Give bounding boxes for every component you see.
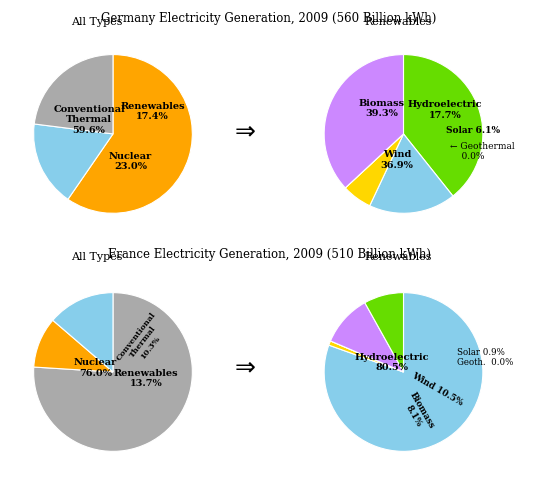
Text: Renewables: Renewables [364, 17, 432, 27]
Text: Solar 6.1%: Solar 6.1% [445, 126, 500, 135]
Text: Conventional
Thermal
59.6%: Conventional Thermal 59.6% [53, 105, 125, 134]
Text: ⇒: ⇒ [234, 120, 256, 143]
Wedge shape [370, 134, 453, 213]
Text: Hydroelectric
80.5%: Hydroelectric 80.5% [355, 353, 429, 372]
Wedge shape [345, 134, 404, 206]
Text: Conventional
Thermal
10.3%: Conventional Thermal 10.3% [115, 310, 172, 373]
Text: All Types: All Types [71, 17, 123, 27]
Text: Germany Electricity Generation, 2009 (560 Billion kWh): Germany Electricity Generation, 2009 (56… [101, 12, 437, 25]
Text: France Electricity Generation, 2009 (510 Billion kWh): France Electricity Generation, 2009 (510… [108, 248, 430, 261]
Wedge shape [68, 55, 193, 213]
Text: Biomass
8.1%: Biomass 8.1% [399, 391, 436, 436]
Wedge shape [33, 124, 113, 199]
Text: Nuclear
23.0%: Nuclear 23.0% [109, 152, 152, 172]
Text: Wind 10.5%: Wind 10.5% [409, 371, 464, 408]
Wedge shape [404, 55, 483, 196]
Text: Renewables
13.7%: Renewables 13.7% [114, 369, 179, 388]
Wedge shape [330, 303, 404, 372]
Wedge shape [53, 293, 113, 372]
Text: Wind
36.9%: Wind 36.9% [381, 150, 414, 170]
Wedge shape [34, 55, 113, 134]
Text: All Types: All Types [71, 252, 123, 262]
Wedge shape [324, 293, 483, 451]
Wedge shape [324, 55, 404, 188]
Text: Solar 0.9%
Geoth.  0.0%: Solar 0.9% Geoth. 0.0% [457, 348, 514, 368]
Wedge shape [34, 320, 113, 372]
Text: Biomass
39.3%: Biomass 39.3% [358, 99, 405, 118]
Wedge shape [345, 134, 404, 188]
Text: Nuclear
76.0%: Nuclear 76.0% [74, 358, 117, 378]
Wedge shape [33, 293, 193, 451]
Text: Renewables
17.4%: Renewables 17.4% [121, 102, 185, 122]
Text: Hydroelectric
17.7%: Hydroelectric 17.7% [407, 100, 482, 120]
Text: Renewables: Renewables [364, 252, 432, 262]
Text: ⇒: ⇒ [234, 355, 256, 379]
Text: ← Geothermal
    0.0%: ← Geothermal 0.0% [450, 142, 514, 161]
Wedge shape [329, 341, 404, 372]
Wedge shape [330, 341, 404, 372]
Wedge shape [365, 293, 404, 372]
